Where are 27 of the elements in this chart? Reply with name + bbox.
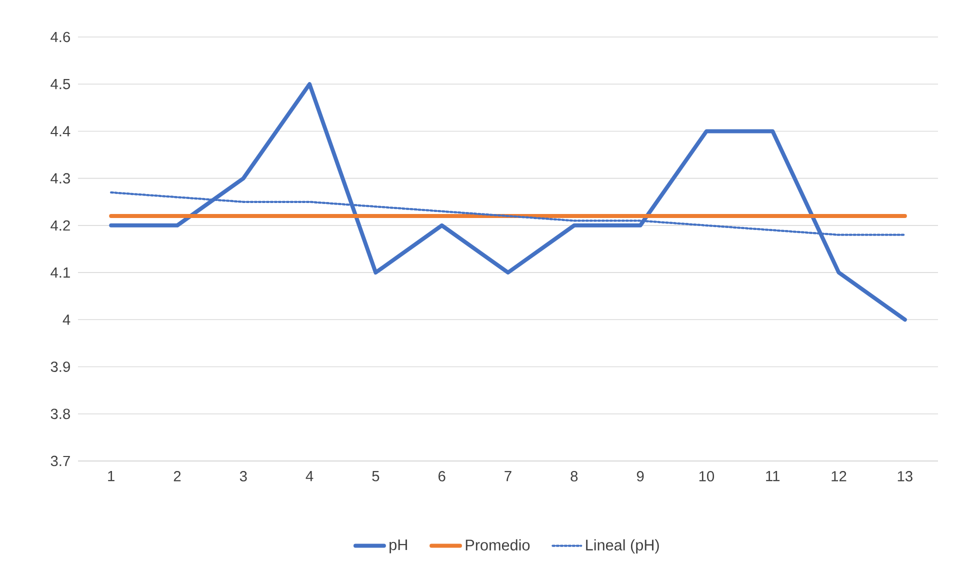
y-tick-label: 3.9 (50, 362, 70, 372)
y-tick-label: 4.3 (50, 173, 70, 184)
x-tick-label: 10 (699, 471, 714, 482)
x-tick-label: 3 (240, 471, 247, 482)
x-tick-label: 8 (570, 471, 578, 482)
y-tick-label: 3.8 (50, 408, 70, 420)
y-tick-label: 4.4 (50, 126, 70, 136)
x-tick-label: 11 (766, 471, 780, 482)
x-tick-label: 9 (636, 471, 644, 482)
x-tick-label: 1 (108, 471, 114, 482)
x-tick-label: 7 (504, 471, 512, 482)
legend-label: Lineal (pH) (586, 539, 659, 554)
legend-label: Promedio (466, 539, 530, 550)
x-tick-label: 6 (438, 471, 446, 482)
y-tick-label: 4.1 (50, 268, 70, 278)
x-tick-label: 4 (306, 471, 314, 482)
y-tick-label: 4 (62, 314, 70, 325)
x-tick-label: 5 (372, 471, 380, 482)
line-series (109, 82, 907, 322)
x-tick-label: 13 (898, 471, 912, 482)
y-tick-label: 4.5 (50, 79, 70, 90)
y-tick-label: 4.6 (50, 32, 70, 42)
y-tick-label: 3.7 (50, 456, 70, 466)
x-tick-label: 2 (174, 471, 181, 482)
x-tick-label: 12 (832, 471, 846, 482)
legend-label: pH (390, 540, 407, 554)
y-tick-label: 4.2 (50, 220, 70, 231)
